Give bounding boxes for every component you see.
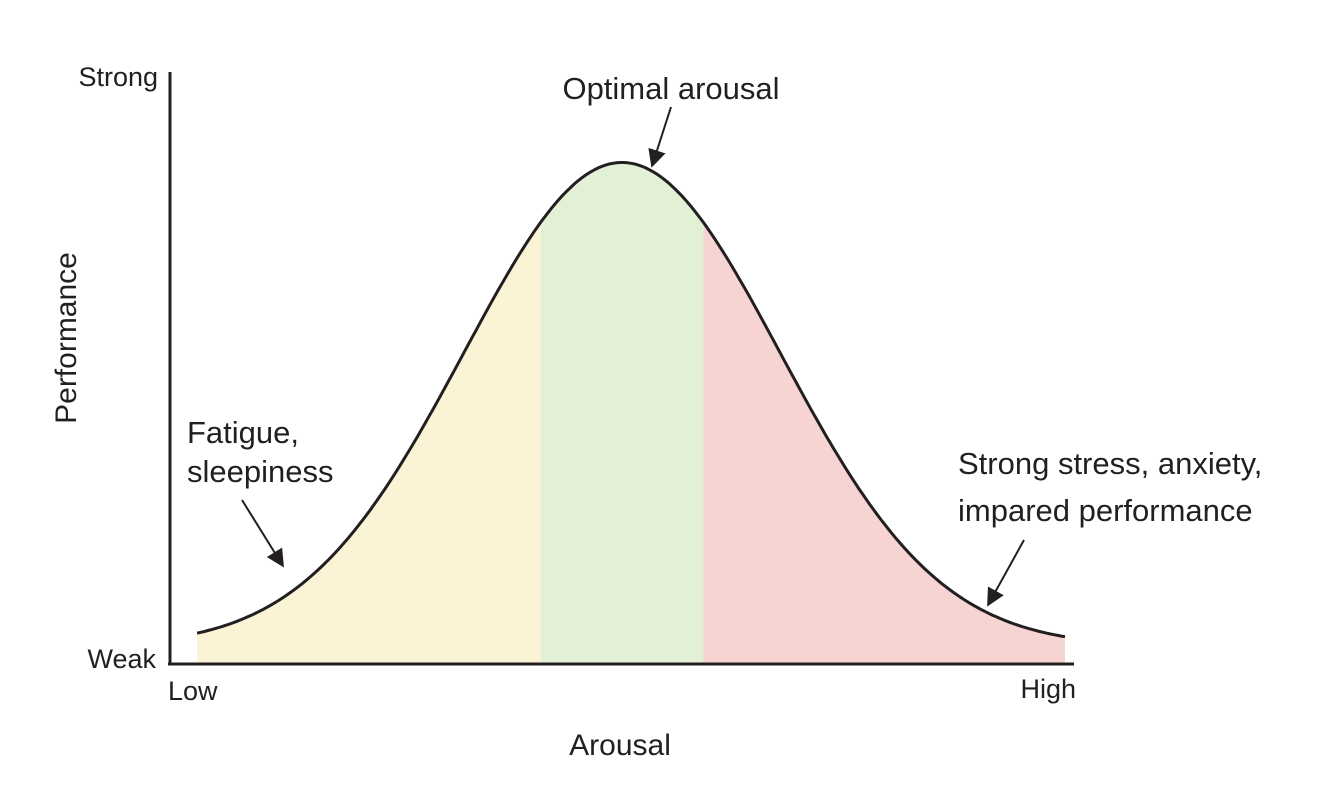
x-axis-title: Arousal	[569, 729, 671, 762]
annotation-fatigue-line-1: Fatigue,	[187, 415, 299, 450]
annotation-fatigue-line-2: sleepiness	[187, 454, 333, 489]
annotation-stress-line-1: Strong stress, anxiety,	[958, 446, 1262, 481]
x-tick-label-min: Low	[168, 676, 218, 706]
shaded-regions	[197, 162, 1065, 663]
annotation-optimal-text: Optimal arousal	[562, 71, 779, 106]
annotation-optimal: Optimal arousal	[562, 71, 780, 168]
annotation-optimal-arrow	[648, 106, 672, 168]
y-axis-title: Performance	[50, 252, 83, 424]
annotation-stress-line-2: impared performance	[958, 493, 1253, 528]
y-tick-label-min: Weak	[87, 644, 156, 674]
shaded-region-1	[540, 162, 704, 663]
shaded-region-2	[703, 222, 1065, 663]
annotation-fatigue-arrow	[241, 499, 284, 568]
performance-curve	[196, 161, 1066, 639]
annotation-stress: Strong stress, anxiety, impared performa…	[958, 446, 1262, 607]
annotation-fatigue: Fatigue, sleepiness	[187, 415, 333, 568]
shaded-region-0	[197, 222, 541, 663]
y-tick-label-max: Strong	[78, 62, 158, 92]
annotation-stress-arrow	[987, 539, 1025, 607]
x-tick-label-max: High	[1020, 674, 1076, 704]
